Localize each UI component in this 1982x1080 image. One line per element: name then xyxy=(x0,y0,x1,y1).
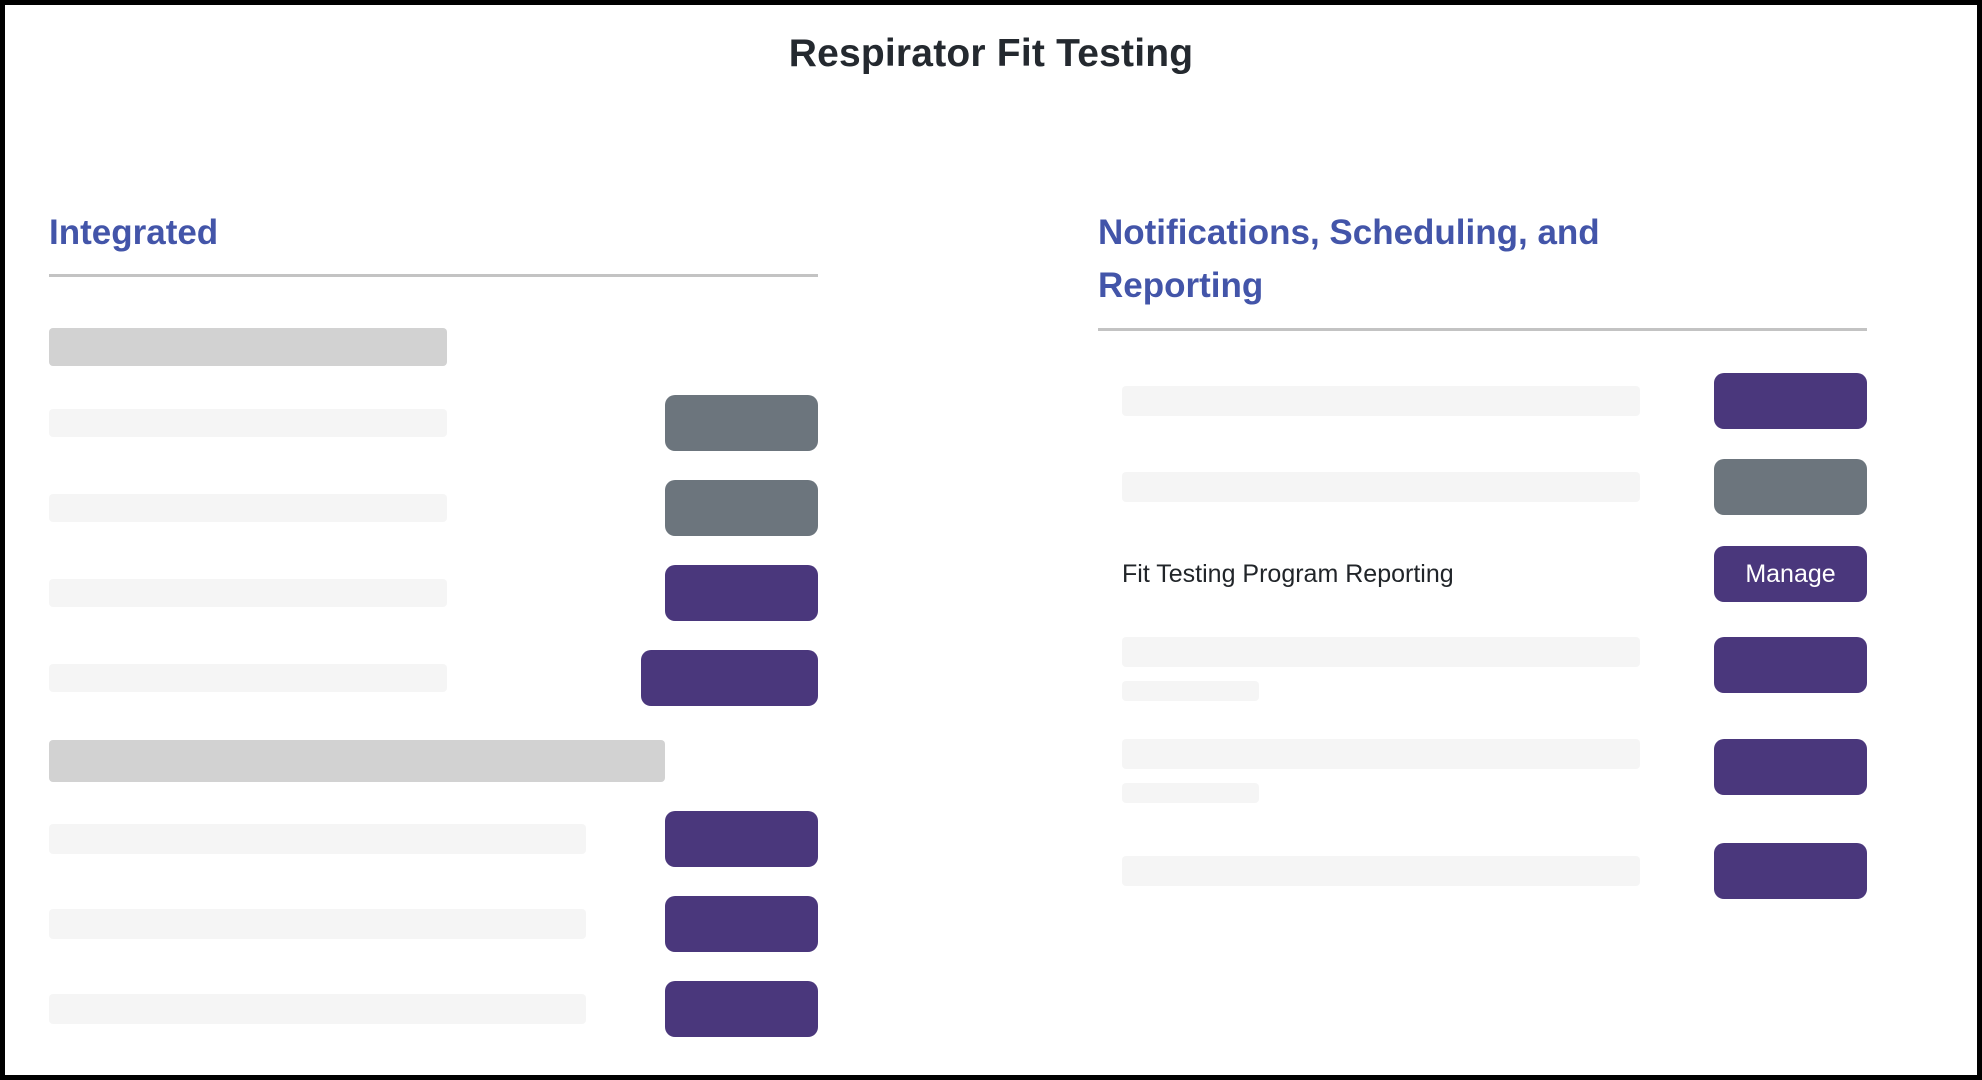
skeleton-text-bar xyxy=(49,823,586,854)
integrated-section-body xyxy=(49,327,818,1037)
skeleton-text-bar xyxy=(49,493,447,522)
action-button[interactable] xyxy=(665,479,818,536)
section-divider xyxy=(49,273,818,277)
action-button[interactable] xyxy=(1714,739,1867,795)
list-item xyxy=(1098,373,1867,429)
list-item xyxy=(1098,739,1867,803)
skeleton-header-bar xyxy=(49,327,447,366)
skeleton-subtext-bar xyxy=(1122,681,1259,701)
list-item xyxy=(1098,459,1867,515)
manage-button[interactable]: Manage xyxy=(1714,546,1867,602)
skeleton-text-bar xyxy=(1122,856,1640,886)
skeleton-header-bar xyxy=(49,739,665,782)
integrated-section: Integrated xyxy=(49,207,818,1037)
action-button[interactable] xyxy=(665,895,818,952)
action-button[interactable] xyxy=(665,810,818,867)
action-button[interactable] xyxy=(665,980,818,1037)
row-content xyxy=(1122,386,1640,416)
skeleton-text-bar xyxy=(1122,386,1640,416)
list-item xyxy=(49,649,818,706)
notifications-section: Notifications, Scheduling, and Reporting… xyxy=(1098,207,1867,899)
list-item xyxy=(49,564,818,621)
row-content xyxy=(1122,739,1640,803)
skeleton-text-bar xyxy=(49,908,586,939)
action-button[interactable] xyxy=(665,394,818,451)
notifications-section-body: Fit Testing Program Reporting Manage xyxy=(1098,373,1867,899)
integrated-section-heading: Integrated xyxy=(49,213,219,252)
page-title: Respirator Fit Testing xyxy=(788,32,1194,75)
row-content xyxy=(1122,637,1640,701)
list-item xyxy=(49,479,818,536)
action-button[interactable] xyxy=(665,564,818,621)
action-button[interactable] xyxy=(641,649,818,706)
section-divider xyxy=(1098,328,1867,331)
skeleton-text-bar xyxy=(49,663,447,692)
list-item xyxy=(49,810,818,867)
action-button[interactable] xyxy=(1714,459,1867,515)
skeleton-text-bar xyxy=(49,993,586,1024)
skeleton-text-bar xyxy=(49,578,447,607)
list-item xyxy=(49,980,818,1037)
list-item xyxy=(49,394,818,451)
list-item xyxy=(1098,637,1867,701)
skeleton-text-bar xyxy=(1122,472,1640,502)
list-item: Fit Testing Program Reporting Manage xyxy=(1098,546,1867,602)
action-button[interactable] xyxy=(1714,637,1867,693)
skeleton-text-bar xyxy=(1122,637,1640,667)
row-content xyxy=(1122,472,1640,502)
row-label: Fit Testing Program Reporting xyxy=(1122,559,1454,588)
skeleton-subtext-bar xyxy=(1122,783,1259,803)
notifications-section-heading: Notifications, Scheduling, and Reporting xyxy=(1098,213,1600,305)
list-item xyxy=(49,895,818,952)
row-content xyxy=(1122,856,1640,886)
action-button[interactable] xyxy=(1714,843,1867,899)
skeleton-text-bar xyxy=(49,408,447,437)
skeleton-text-bar xyxy=(1122,739,1640,769)
action-button[interactable] xyxy=(1714,373,1867,429)
list-item xyxy=(1098,843,1867,899)
row-content: Fit Testing Program Reporting xyxy=(1122,560,1454,589)
